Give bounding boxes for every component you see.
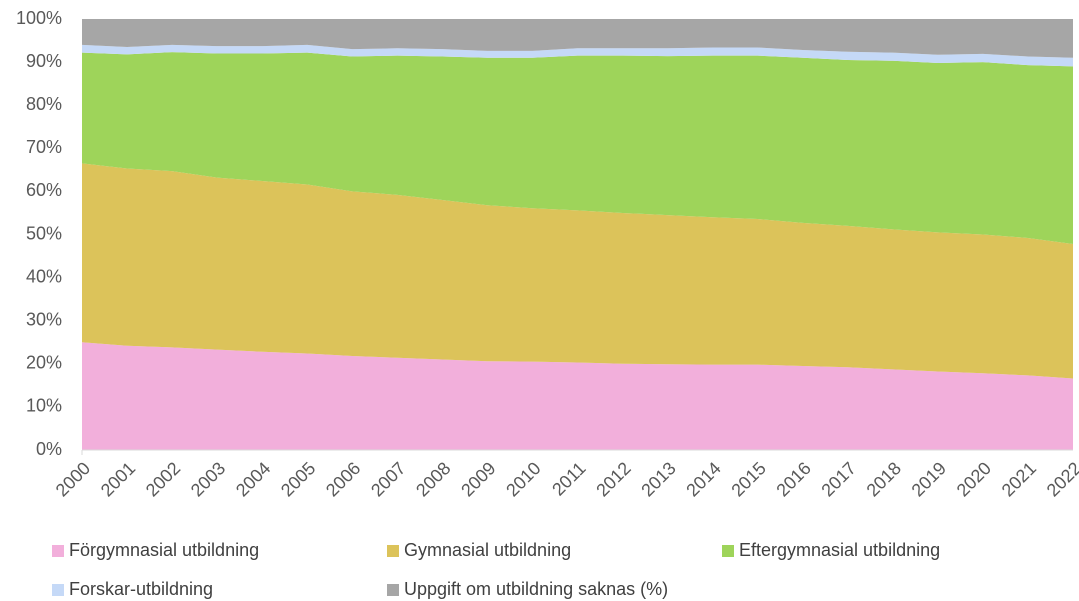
x-tick-label: 2012	[592, 458, 634, 500]
x-tick-label: 2013	[637, 458, 679, 500]
y-tick-label: 20%	[26, 353, 62, 373]
legend-label: Forskar-utbildning	[69, 579, 213, 599]
x-tick-label: 2000	[52, 458, 94, 500]
x-tick-label: 2005	[277, 458, 319, 500]
legend-label: Uppgift om utbildning saknas (%)	[404, 579, 668, 599]
x-tick-label: 2015	[727, 458, 769, 500]
x-tick-label: 2020	[953, 458, 995, 500]
x-tick-label: 2006	[322, 458, 364, 500]
x-tick-label: 2017	[818, 458, 860, 500]
legend-swatch	[387, 545, 399, 557]
x-tick-label: 2003	[187, 458, 229, 500]
legend-swatch	[722, 545, 734, 557]
legend-swatch	[52, 584, 64, 596]
x-tick-label: 2016	[772, 458, 814, 500]
y-tick-label: 10%	[26, 396, 62, 416]
y-tick-label: 80%	[26, 94, 62, 114]
area	[82, 44, 1073, 67]
x-tick-label: 2009	[457, 458, 499, 500]
y-tick-label: 0%	[36, 439, 62, 459]
legend-swatch	[387, 584, 399, 596]
y-tick-label: 60%	[26, 180, 62, 200]
area	[82, 52, 1073, 244]
x-tick-label: 2019	[908, 458, 950, 500]
x-tick-label: 2002	[142, 458, 184, 500]
y-tick-label: 100%	[16, 8, 62, 28]
area	[82, 163, 1073, 379]
x-tick-label: 2008	[412, 458, 454, 500]
y-tick-label: 50%	[26, 223, 62, 243]
area	[82, 19, 1073, 58]
x-tick-label: 2004	[232, 458, 274, 500]
area	[82, 342, 1073, 450]
legend-label: Förgymnasial utbildning	[69, 540, 259, 560]
x-tick-label: 2018	[863, 458, 905, 500]
x-tick-label: 2007	[367, 458, 409, 500]
y-tick-label: 40%	[26, 266, 62, 286]
x-tick-label: 2011	[548, 458, 590, 500]
y-tick-label: 90%	[26, 51, 62, 71]
y-tick-label: 30%	[26, 309, 62, 329]
x-tick-label: 2014	[682, 458, 724, 500]
x-tick-label: 2010	[502, 458, 544, 500]
x-tick-label: 2021	[998, 458, 1040, 500]
y-tick-label: 70%	[26, 137, 62, 157]
legend-label: Eftergymnasial utbildning	[739, 540, 940, 560]
x-tick-label: 2001	[97, 458, 139, 500]
x-tick-label: 2022	[1043, 458, 1079, 500]
legend-swatch	[52, 545, 64, 557]
legend-label: Gymnasial utbildning	[404, 540, 571, 560]
